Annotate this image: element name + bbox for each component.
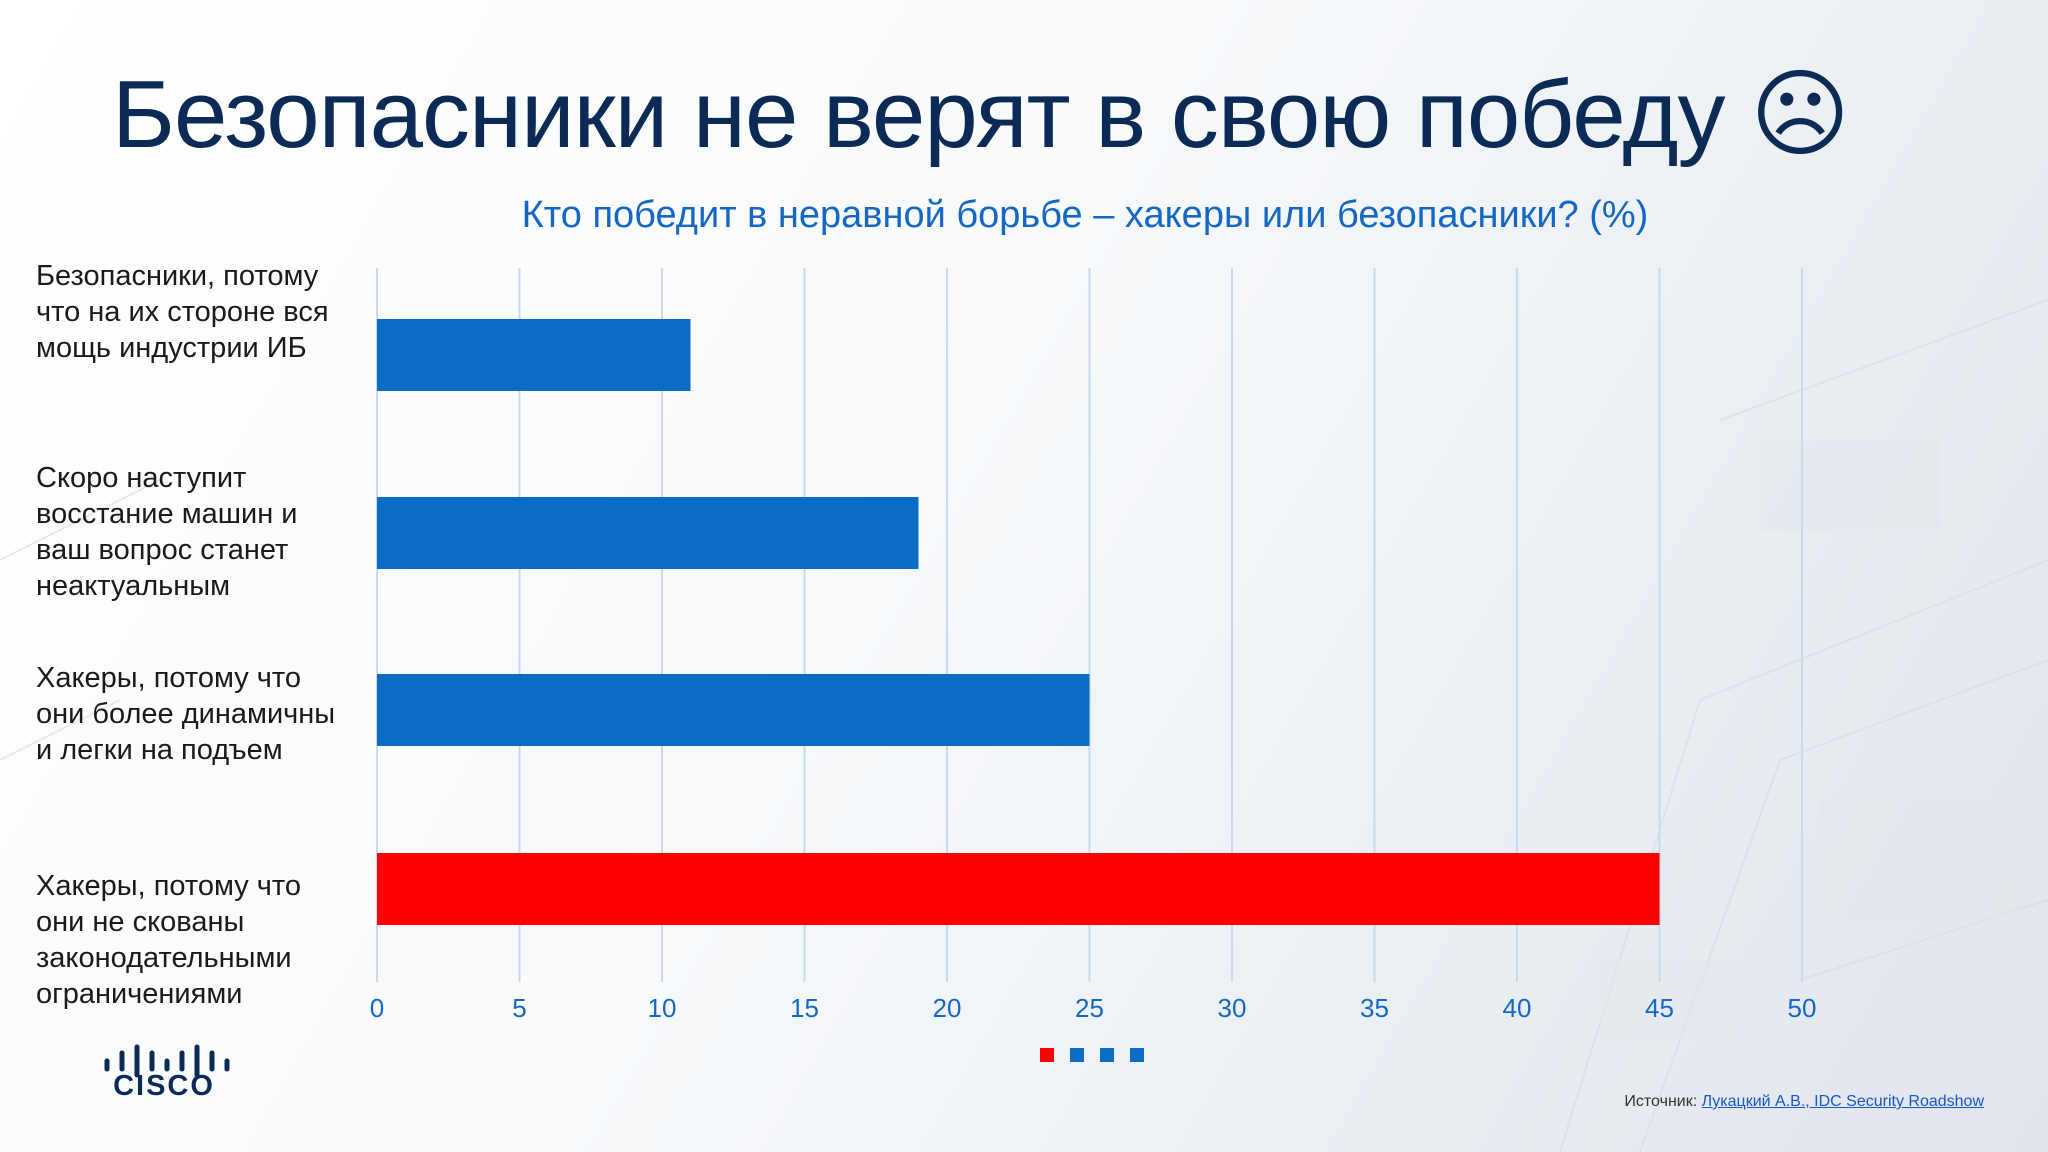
category-label: Скоро наступит восстание машин и ваш воп…	[36, 462, 298, 602]
x-tick-label: 30	[1218, 993, 1247, 1023]
cisco-bridge-icon	[104, 1044, 230, 1078]
bar	[377, 853, 1660, 925]
bar	[377, 319, 691, 391]
progress-dot	[1130, 1048, 1144, 1062]
page-title: Безопасники не верят в свою победу ☹	[112, 61, 1850, 168]
category-label: Хакеры, потому что они не скованы законо…	[36, 870, 301, 1010]
progress-dot	[1070, 1048, 1084, 1062]
source-prefix: Источник:	[1624, 1093, 1698, 1110]
source-note: Источник: Лукацкий А.В., IDC Security Ro…	[1624, 1093, 1984, 1111]
source-link[interactable]: Лукацкий А.В., IDC Security Roadshow	[1701, 1093, 1984, 1110]
x-tick-label: 50	[1788, 993, 1817, 1023]
x-tick-label: 5	[512, 993, 526, 1023]
x-tick-label: 15	[790, 993, 819, 1023]
chart-title: Кто победит в неравной борьбе – хакеры и…	[521, 194, 1649, 236]
progress-dot-active	[1040, 1048, 1054, 1062]
progress-dot	[1100, 1048, 1114, 1062]
bar	[377, 497, 919, 569]
logo-wordmark: CISCO	[113, 1070, 215, 1102]
bar	[377, 674, 1090, 746]
x-tick-label: 35	[1360, 993, 1389, 1023]
x-tick-label: 40	[1503, 993, 1532, 1023]
x-tick-label: 0	[370, 993, 384, 1023]
slide-progress-dots	[1040, 1048, 1144, 1062]
x-tick-label: 10	[648, 993, 677, 1023]
x-tick-label: 20	[933, 993, 962, 1023]
x-tick-label: 45	[1645, 993, 1674, 1023]
bar-chart: 0 5 10 15 20 25 30 35 40 45 50	[370, 268, 1817, 1023]
category-label: Безопасники, потому что на их стороне вс…	[36, 260, 329, 364]
x-tick-label: 25	[1075, 993, 1104, 1023]
category-label: Хакеры, потому что они более динамичны и…	[36, 662, 336, 766]
